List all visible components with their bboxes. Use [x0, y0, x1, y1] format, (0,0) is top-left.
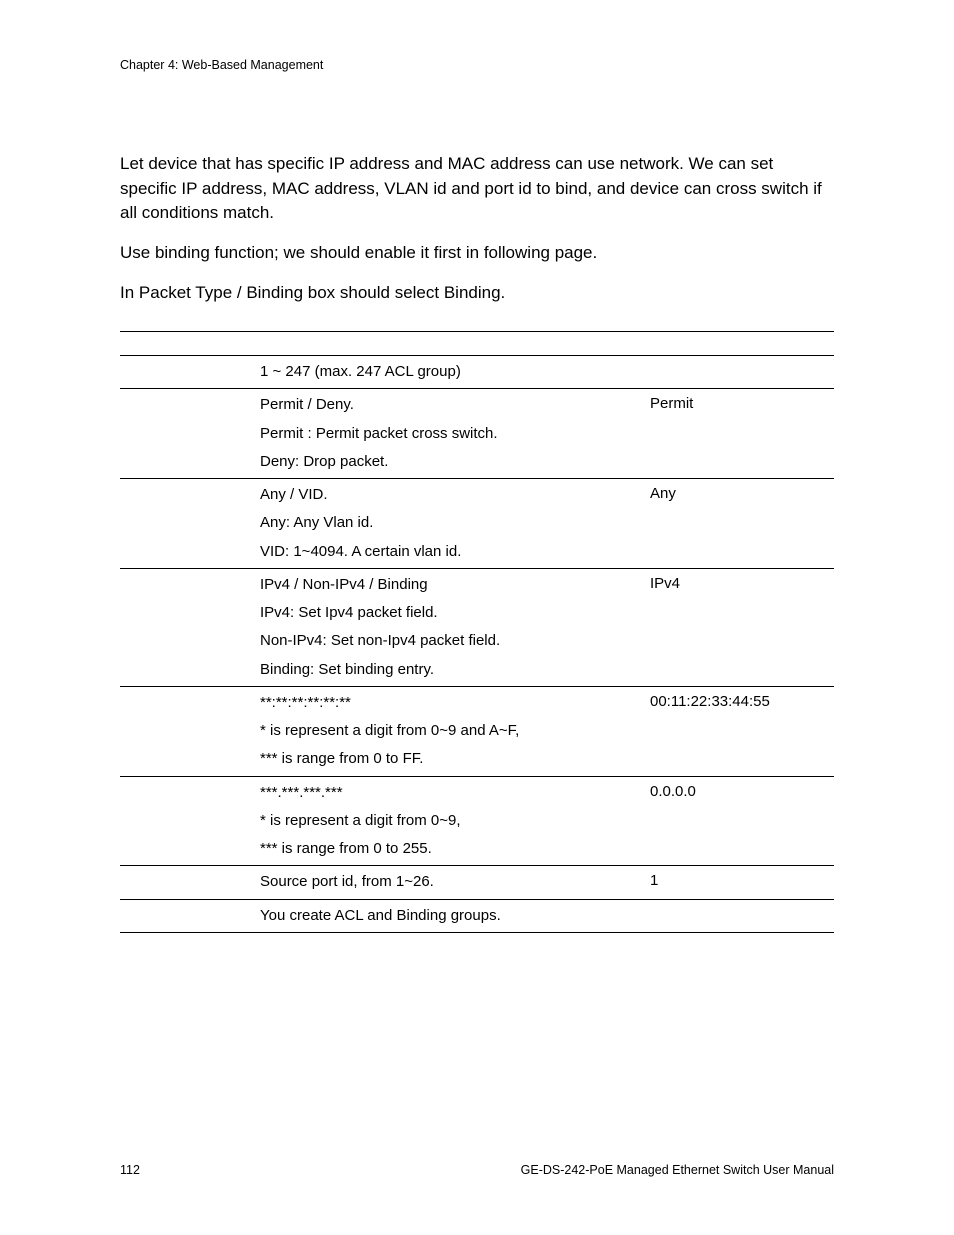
desc-line: Any / VID. — [260, 485, 646, 505]
col-desc — [260, 332, 650, 356]
paragraph-1: Let device that has specific IP address … — [120, 152, 834, 226]
desc-line: *** is range from 0 to FF. — [260, 749, 646, 769]
manual-title: GE-DS-242-PoE Managed Ethernet Switch Us… — [521, 1163, 834, 1177]
desc-line: Source port id, from 1~26. — [260, 872, 646, 892]
cell-default: Permit — [650, 389, 834, 479]
table-row: Source port id, from 1~26.1 — [120, 866, 834, 899]
page: Chapter 4: Web-Based Management Let devi… — [0, 0, 954, 1235]
cell-desc: Permit / Deny. Permit : Permit packet cro… — [260, 389, 650, 479]
table-header-row — [120, 332, 834, 356]
desc-line: Any: Any Vlan id. — [260, 513, 646, 533]
chapter-label: Chapter 4: Web-Based Management — [120, 58, 323, 72]
col-default — [650, 332, 834, 356]
cell-default — [650, 899, 834, 932]
desc-line: Permit : Permit packet cross switch. — [260, 424, 646, 444]
desc-line: IPv4 / Non-IPv4 / Binding — [260, 575, 646, 595]
desc-line: * is represent a digit from 0~9 and A~F, — [260, 721, 646, 741]
desc-line: Permit / Deny. — [260, 395, 646, 415]
paragraph-2: Use binding function; we should enable i… — [120, 241, 834, 266]
page-number: 112 — [120, 1163, 140, 1177]
desc-line: IPv4: Set Ipv4 packet field. — [260, 603, 646, 623]
desc-line: You create ACL and Binding groups. — [260, 906, 646, 926]
cell-param — [120, 776, 260, 866]
cell-param — [120, 866, 260, 899]
table-row: IPv4 / Non-IPv4 / Binding IPv4: Set Ipv4 … — [120, 568, 834, 686]
page-footer: 112 GE-DS-242-PoE Managed Ethernet Switc… — [120, 1163, 834, 1177]
cell-param — [120, 479, 260, 569]
desc-line: Binding: Set binding entry. — [260, 660, 646, 680]
cell-desc: 1 ~ 247 (max. 247 ACL group) — [260, 356, 650, 389]
cell-param — [120, 389, 260, 479]
desc-line: Deny: Drop packet. — [260, 452, 646, 472]
cell-default: 00:11:22:33:44:55 — [650, 686, 834, 776]
table-row: You create ACL and Binding groups. — [120, 899, 834, 932]
cell-desc: ***.***.***.*** * is represent a digit fr… — [260, 776, 650, 866]
table-row: Any / VID. Any: Any Vlan id. VID: 1~4094. … — [120, 479, 834, 569]
table-row: 1 ~ 247 (max. 247 ACL group) — [120, 356, 834, 389]
cell-desc: You create ACL and Binding groups. — [260, 899, 650, 932]
cell-param — [120, 356, 260, 389]
paragraph-3: In Packet Type / Binding box should sele… — [120, 281, 834, 306]
desc-line: * is represent a digit from 0~9, — [260, 811, 646, 831]
cell-default: 1 — [650, 866, 834, 899]
desc-line: **:**:**:**:**:** — [260, 693, 646, 713]
cell-default: 0.0.0.0 — [650, 776, 834, 866]
cell-param — [120, 899, 260, 932]
table-row: Permit / Deny. Permit : Permit packet cro… — [120, 389, 834, 479]
col-param — [120, 332, 260, 356]
page-header: Chapter 4: Web-Based Management — [120, 58, 834, 72]
cell-default: Any — [650, 479, 834, 569]
cell-desc: IPv4 / Non-IPv4 / Binding IPv4: Set Ipv4 … — [260, 568, 650, 686]
cell-param — [120, 686, 260, 776]
desc-line: 1 ~ 247 (max. 247 ACL group) — [260, 362, 646, 382]
body-text: Let device that has specific IP address … — [120, 152, 834, 305]
cell-default — [650, 356, 834, 389]
desc-line: *** is range from 0 to 255. — [260, 839, 646, 859]
table-row: **:**:**:**:**:** * is represent a digit … — [120, 686, 834, 776]
desc-line: VID: 1~4094. A certain vlan id. — [260, 542, 646, 562]
cell-desc: Any / VID. Any: Any Vlan id. VID: 1~4094. … — [260, 479, 650, 569]
cell-default: IPv4 — [650, 568, 834, 686]
desc-line: Non-IPv4: Set non-Ipv4 packet field. — [260, 631, 646, 651]
cell-desc: Source port id, from 1~26. — [260, 866, 650, 899]
cell-param — [120, 568, 260, 686]
table-row: ***.***.***.*** * is represent a digit fr… — [120, 776, 834, 866]
parameter-table: 1 ~ 247 (max. 247 ACL group) Permit / Den… — [120, 331, 834, 933]
cell-desc: **:**:**:**:**:** * is represent a digit … — [260, 686, 650, 776]
desc-line: ***.***.***.*** — [260, 783, 646, 803]
